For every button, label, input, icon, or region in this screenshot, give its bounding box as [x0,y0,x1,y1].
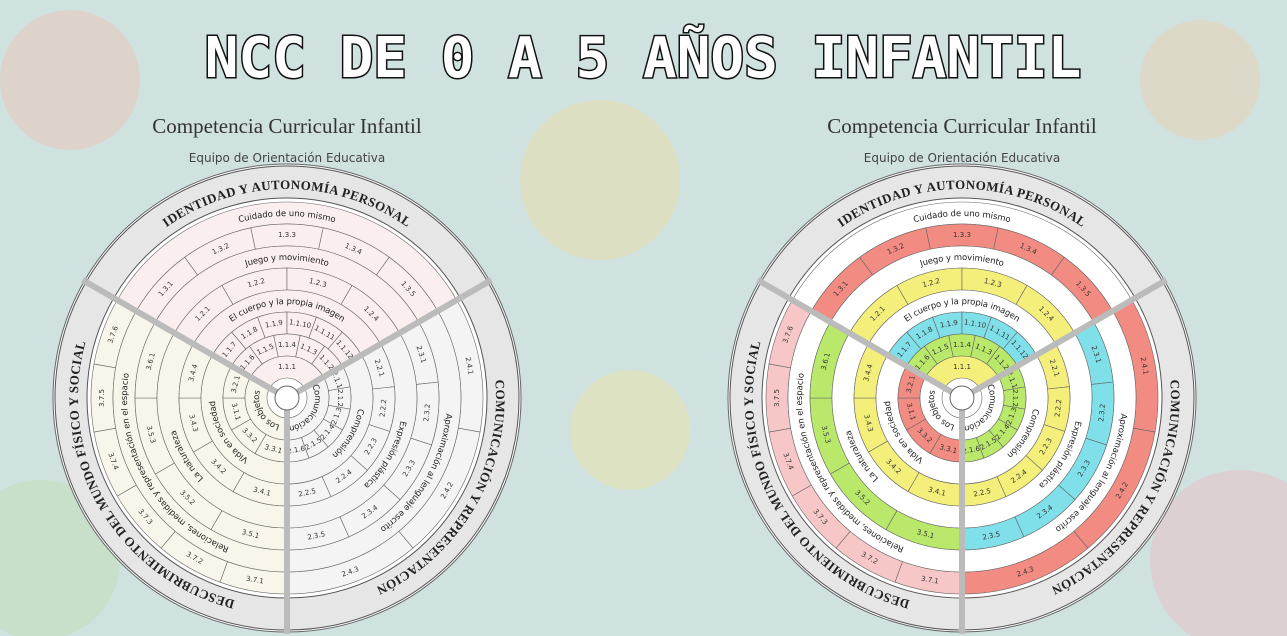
code-text: 2.2.5 [973,487,992,499]
code-text: 1.1.1 [953,363,971,371]
code-text: 2.4.1 [464,356,475,375]
code-text: 1.1.10 [288,318,311,330]
sector-divider [81,277,289,401]
sector-divider [285,277,493,401]
code-text: 1.1.4 [278,341,296,349]
code-text: 2.3.2 [1097,403,1107,422]
hub [274,385,300,411]
code-text: 3.7.5 [773,389,781,407]
wheel-subtitle: Equipo de Orientación Educativa [189,151,385,165]
wheel-title: Competencia Curricular Infantil [827,114,1097,138]
code-text: 2.4.1 [1139,356,1150,375]
code-text: 2.3.5 [307,530,326,542]
code-text: 1.1.10 [963,318,986,330]
code-text: 2.3.2 [422,403,432,422]
code-text: 1.3.3 [278,231,296,239]
code-text: 2.1.2 [336,389,344,407]
hub [949,385,975,411]
code-text: 2.1.6 [287,445,306,456]
code-text: 2.2.2 [1054,399,1064,418]
code-text: 3.7.1 [920,575,939,586]
code-text: 2.1.2 [1011,389,1019,407]
code-text: 1.1.9 [940,319,959,330]
code-text: 1.1.1 [278,363,296,371]
code-text: 2.3.5 [982,530,1001,542]
code-text: 1.1.4 [953,341,971,349]
page-title: NCC DE 0 A 5 AÑOS INFANTIL [205,26,1082,91]
wheel-subtitle: Equipo de Orientación Educativa [864,151,1060,165]
code-text: 1.1.9 [265,319,284,330]
wheel-title: Competencia Curricular Infantil [152,114,422,138]
code-text: 2.2.2 [379,399,389,418]
code-text: 1.3.3 [953,231,971,239]
code-text: 3.7.5 [98,389,106,407]
sector-divider [960,277,1168,401]
sector-divider [756,277,964,401]
code-text: 2.1.6 [962,445,981,456]
code-text: 3.7.1 [245,575,264,586]
background-decor [0,10,1287,636]
code-text: 2.2.5 [298,487,317,499]
